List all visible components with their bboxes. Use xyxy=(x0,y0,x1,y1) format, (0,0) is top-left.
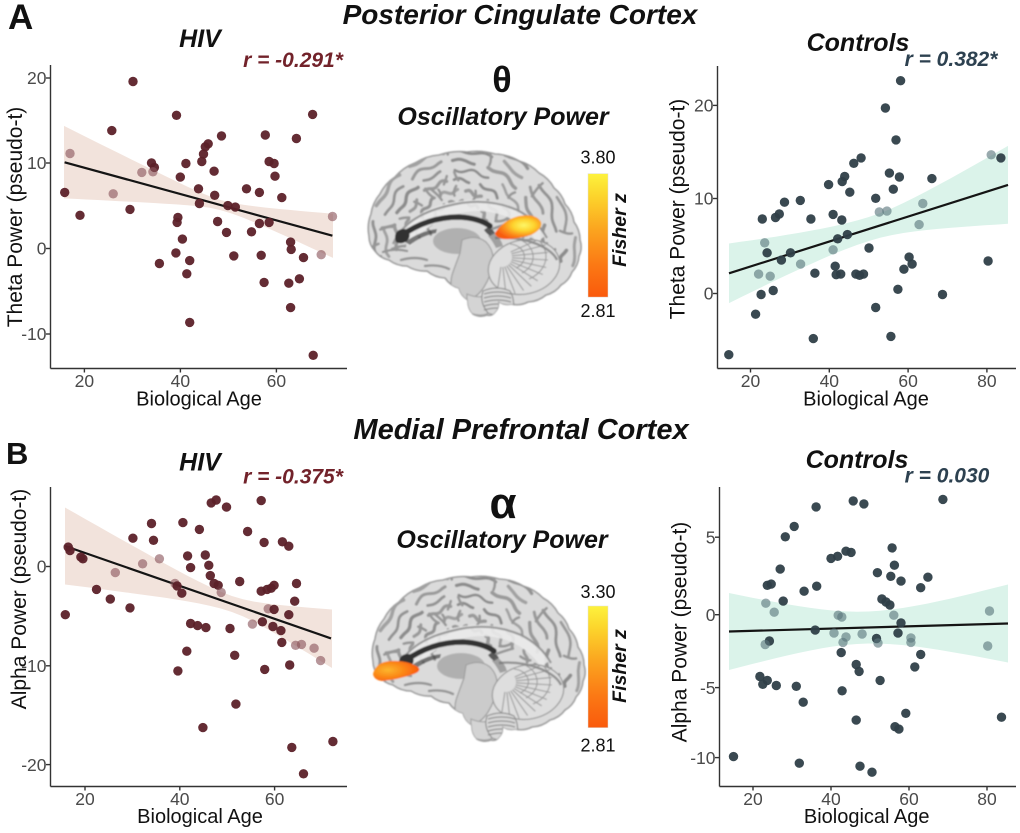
svg-text:r = 0.382*: r = 0.382* xyxy=(905,48,999,71)
svg-text:-5: -5 xyxy=(700,678,716,698)
svg-text:20: 20 xyxy=(741,371,761,391)
svg-text:B: B xyxy=(6,436,28,471)
svg-text:A: A xyxy=(8,0,33,37)
svg-text:Controls: Controls xyxy=(807,29,910,57)
svg-text:20: 20 xyxy=(27,68,47,88)
svg-text:Biological Age: Biological Age xyxy=(137,806,263,828)
svg-text:20: 20 xyxy=(75,371,95,391)
svg-text:Posterior Cingulate Cortex: Posterior Cingulate Cortex xyxy=(343,0,699,30)
svg-text:2.81: 2.81 xyxy=(580,301,615,321)
svg-text:40: 40 xyxy=(171,371,191,391)
svg-text:Oscillatory Power: Oscillatory Power xyxy=(397,103,609,131)
svg-text:0: 0 xyxy=(37,557,47,577)
svg-text:40: 40 xyxy=(821,789,841,809)
svg-text:40: 40 xyxy=(820,371,840,391)
svg-text:Fisher z: Fisher z xyxy=(609,193,631,267)
svg-text:80: 80 xyxy=(977,789,997,809)
svg-text:0: 0 xyxy=(704,284,714,304)
svg-text:Theta Power (pseudo-t): Theta Power (pseudo-t) xyxy=(667,99,690,320)
svg-text:-10: -10 xyxy=(21,324,47,344)
svg-text:Oscillatory Power: Oscillatory Power xyxy=(396,526,608,554)
svg-text:60: 60 xyxy=(899,789,919,809)
svg-text:60: 60 xyxy=(267,371,287,391)
svg-text:20: 20 xyxy=(75,789,95,809)
svg-text:α: α xyxy=(489,479,516,528)
svg-text:5: 5 xyxy=(706,527,716,547)
svg-text:Alpha Power (pseudo-t): Alpha Power (pseudo-t) xyxy=(669,522,692,743)
svg-text:2.81: 2.81 xyxy=(580,736,615,756)
svg-text:10: 10 xyxy=(27,153,47,173)
svg-text:60: 60 xyxy=(898,371,918,391)
svg-text:60: 60 xyxy=(265,789,285,809)
svg-text:Biological Age: Biological Age xyxy=(136,389,262,411)
svg-text:Medial Prefrontal Cortex: Medial Prefrontal Cortex xyxy=(353,414,690,446)
svg-text:Biological Age: Biological Age xyxy=(804,806,930,828)
svg-text:HIV: HIV xyxy=(179,449,223,477)
svg-text:3.80: 3.80 xyxy=(580,148,615,168)
svg-text:Theta Power (pseudo-t): Theta Power (pseudo-t) xyxy=(4,107,27,328)
svg-text:40: 40 xyxy=(170,789,190,809)
svg-text:Alpha Power (pseudo-t): Alpha Power (pseudo-t) xyxy=(8,489,31,710)
svg-text:80: 80 xyxy=(977,371,997,391)
svg-text:θ: θ xyxy=(492,59,511,100)
svg-text:r = -0.291*: r = -0.291* xyxy=(243,49,344,72)
svg-text:-10: -10 xyxy=(690,748,716,768)
svg-text:HIV: HIV xyxy=(179,25,223,53)
svg-text:r = -0.375*: r = -0.375* xyxy=(243,466,344,489)
svg-text:Biological Age: Biological Age xyxy=(803,389,929,411)
svg-text:20: 20 xyxy=(743,789,763,809)
svg-text:Controls: Controls xyxy=(806,446,909,474)
svg-text:0: 0 xyxy=(37,239,47,259)
svg-text:Fisher z: Fisher z xyxy=(609,629,631,703)
svg-text:20: 20 xyxy=(694,96,714,116)
svg-text:0: 0 xyxy=(706,605,716,625)
svg-text:3.30: 3.30 xyxy=(580,582,615,602)
svg-text:r = 0.030: r = 0.030 xyxy=(905,465,990,488)
svg-text:-10: -10 xyxy=(21,656,47,676)
svg-text:-20: -20 xyxy=(21,755,47,775)
svg-text:10: 10 xyxy=(694,189,714,209)
